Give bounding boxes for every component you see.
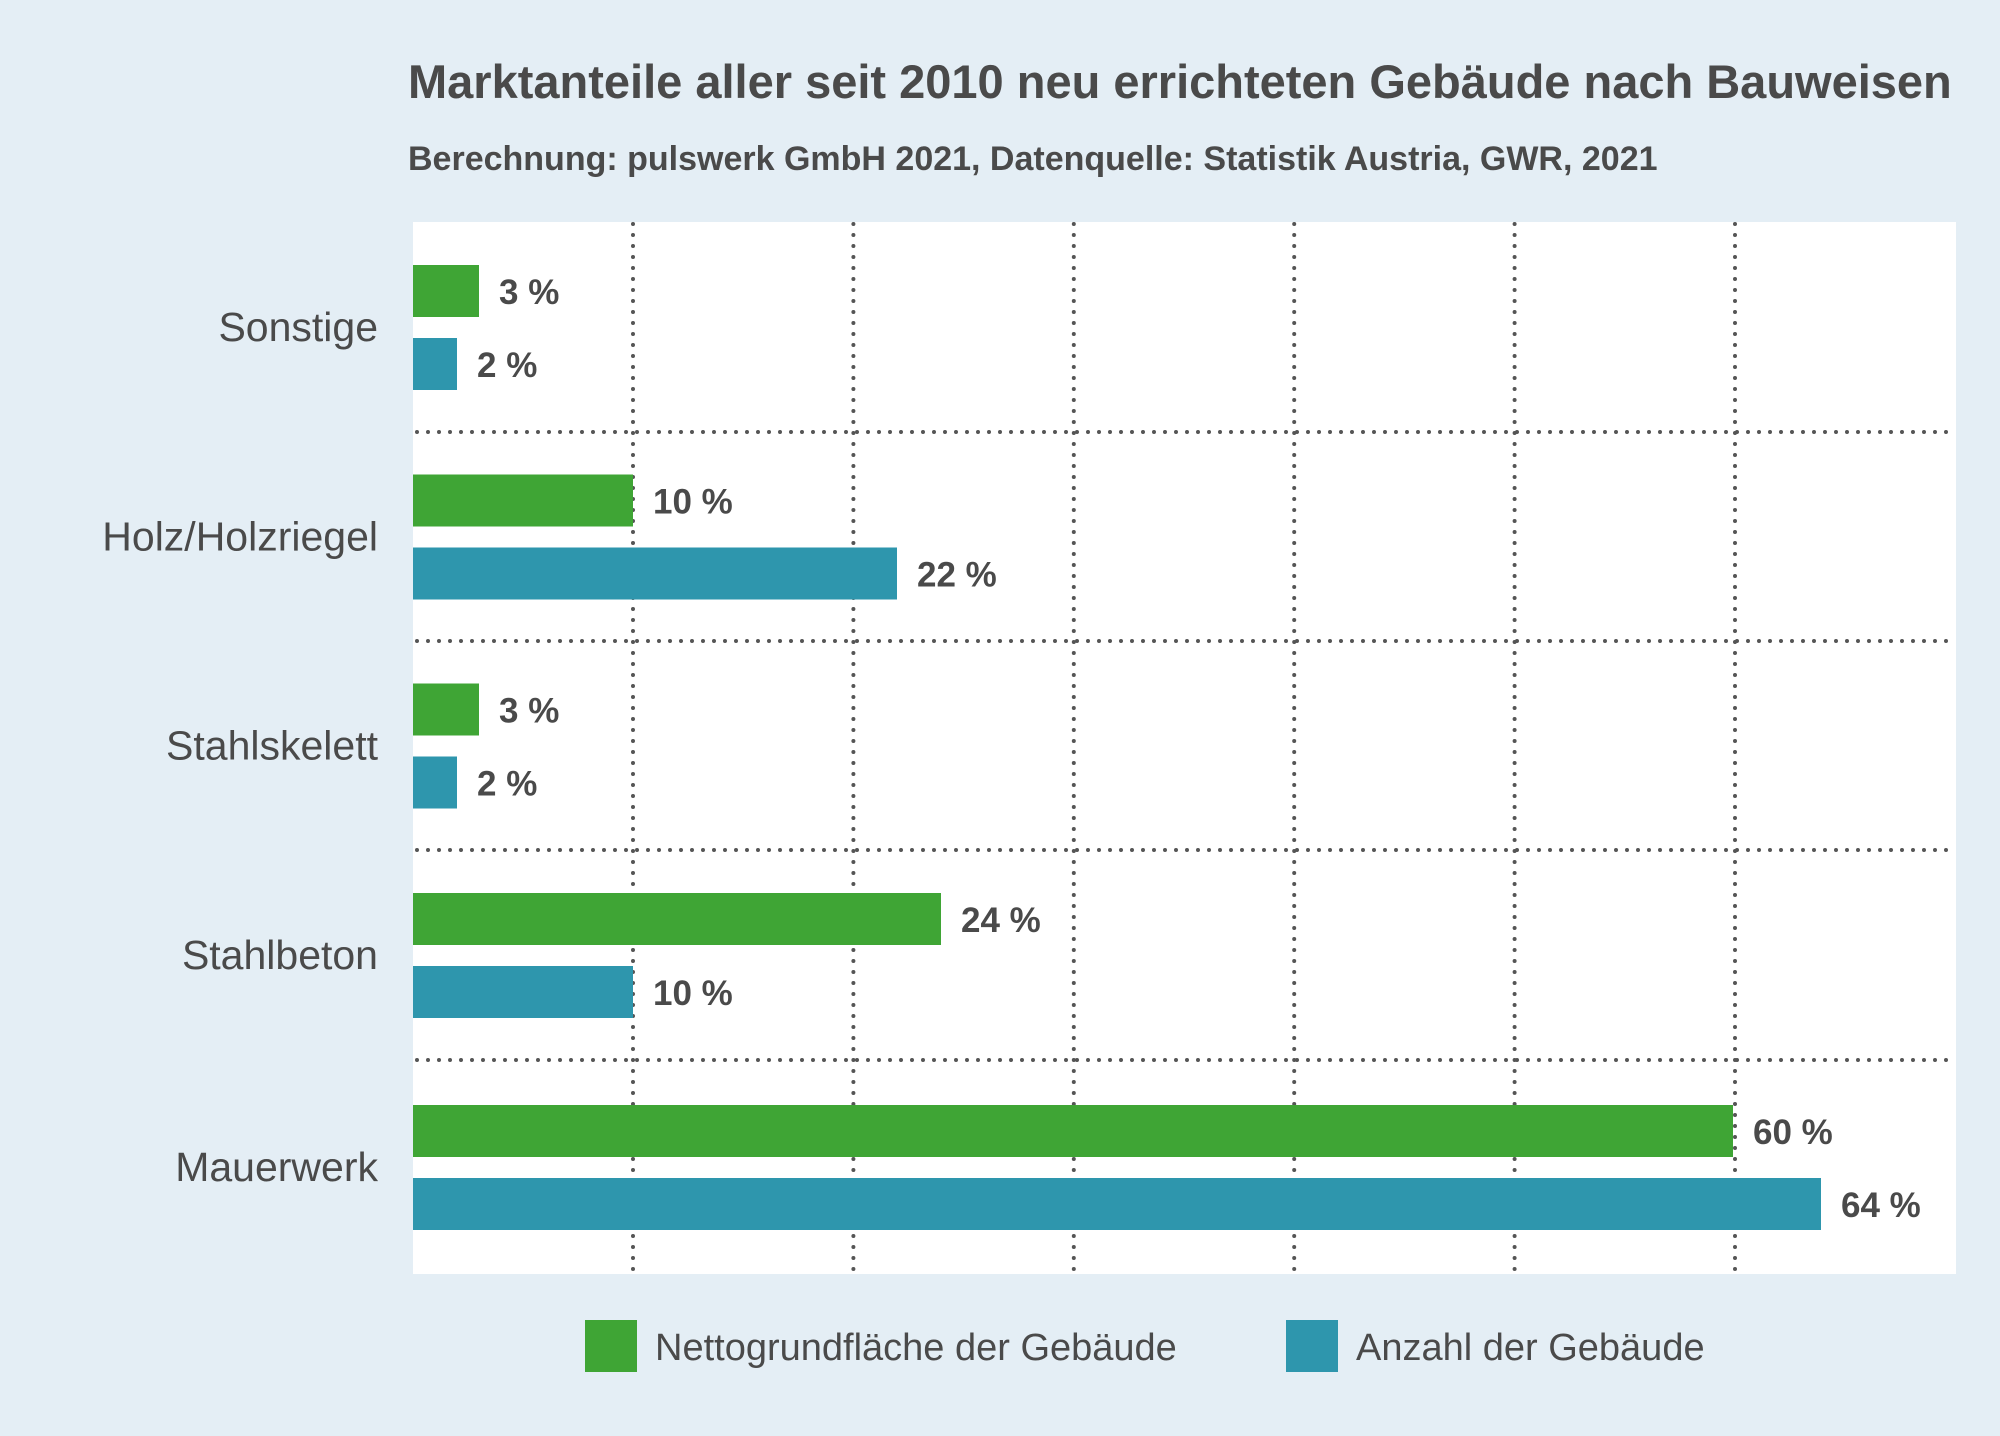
bar-value-label: 22 %	[917, 556, 997, 595]
bar-value-label: 60 %	[1753, 1113, 1833, 1152]
bar-value-label: 24 %	[961, 901, 1041, 940]
category-labels: Sonstige Holz/Holzriegel Stahlskelett Stahl…	[102, 304, 378, 1190]
category-label: Sonstige	[218, 304, 378, 350]
category-label: Stahlbeton	[182, 932, 378, 978]
category-label: Mauerwerk	[175, 1144, 378, 1190]
legend-label: Anzahl der Gebäude	[1356, 1327, 1705, 1369]
bar-value-label: 10 %	[653, 974, 733, 1013]
bar-anzahl	[413, 966, 633, 1018]
grid	[415, 222, 1954, 1274]
bar-nettogrundflaeche	[413, 265, 479, 317]
bar-anzahl	[413, 547, 897, 600]
chart-title: Marktanteile aller seit 2010 neu erricht…	[408, 55, 1952, 108]
value-labels: 3 % 2 % 10 % 22 % 3 % 2 % 24 % 10 % 60 %64 %	[477, 273, 1921, 1225]
bar-anzahl	[413, 756, 457, 809]
bar-value-label: 3 %	[499, 273, 559, 312]
chart-subtitle: Berechnung: pulswerk GmbH 2021, Datenque…	[408, 140, 1658, 178]
bar-value-label: 10 %	[653, 483, 733, 522]
bar-nettogrundflaeche	[413, 683, 479, 736]
bar-anzahl	[413, 338, 457, 390]
category-label: Holz/Holzriegel	[102, 514, 378, 560]
bars	[413, 265, 1821, 1230]
bar-nettogrundflaeche	[413, 893, 941, 945]
plot-area	[413, 222, 1956, 1274]
category-label: Stahlskelett	[166, 723, 379, 769]
legend: Nettogrundfläche der Gebäude Anzahl der G…	[585, 1320, 1705, 1372]
legend-swatch	[1286, 1320, 1338, 1372]
bar-value-label: 2 %	[477, 765, 537, 804]
bar-value-label: 2 %	[477, 346, 537, 385]
bar-nettogrundflaeche	[413, 1105, 1733, 1157]
legend-label: Nettogrundfläche der Gebäude	[655, 1327, 1177, 1369]
legend-swatch	[585, 1320, 637, 1372]
bar-nettogrundflaeche	[413, 474, 633, 527]
bar-anzahl	[413, 1178, 1821, 1230]
bar-value-label: 3 %	[499, 692, 559, 731]
bar-value-label: 64 %	[1841, 1186, 1921, 1225]
